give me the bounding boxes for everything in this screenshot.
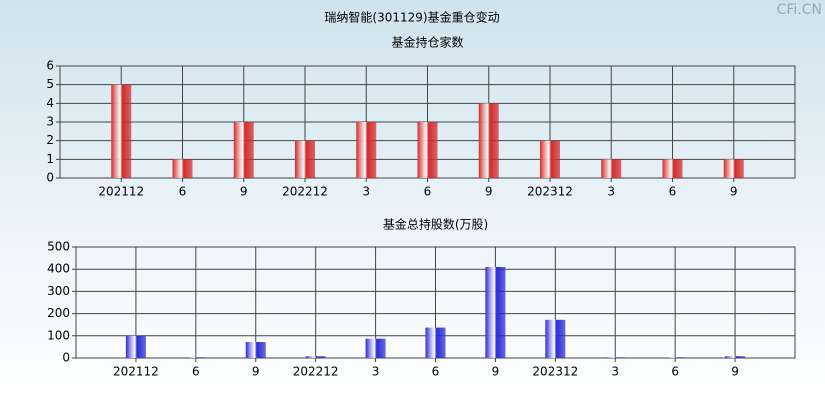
x-tick-label: 9	[492, 365, 500, 379]
x-tick-label: 202112	[98, 185, 144, 199]
bar	[233, 122, 254, 178]
bar	[111, 84, 132, 178]
x-tick-label: 9	[240, 185, 248, 199]
bar	[485, 266, 506, 358]
x-tick-label: 9	[730, 185, 738, 199]
x-tick-label: 3	[372, 365, 380, 379]
y-tick-label: 0	[62, 351, 70, 365]
x-tick-label: 6	[671, 365, 679, 379]
bar	[185, 357, 206, 358]
x-tick-label: 9	[485, 185, 493, 199]
bar	[245, 342, 266, 358]
x-tick-label: 9	[252, 365, 260, 379]
x-tick-label: 3	[611, 365, 619, 379]
bar	[356, 122, 377, 178]
x-tick-label: 9	[731, 365, 739, 379]
bar	[425, 327, 446, 358]
x-tick-label: 6	[669, 185, 677, 199]
bar	[417, 122, 438, 178]
x-tick-label: 3	[607, 185, 615, 199]
y-tick-label: 6	[46, 59, 54, 73]
y-tick-label: 3	[46, 115, 54, 129]
y-tick-label: 0	[46, 171, 54, 185]
x-tick-label: 6	[179, 185, 187, 199]
x-tick-label: 202312	[527, 185, 573, 199]
y-tick-label: 200	[47, 306, 70, 320]
chart-title: 基金持仓家数	[391, 35, 463, 50]
bar	[723, 159, 744, 178]
x-tick-label: 202212	[282, 185, 328, 199]
y-tick-label: 4	[46, 96, 54, 110]
watermark: CFi.CN	[777, 2, 822, 18]
bar	[305, 356, 326, 358]
bar	[172, 159, 193, 178]
y-tick-label: 2	[46, 133, 54, 147]
x-tick-label: 202312	[532, 365, 578, 379]
x-tick-label: 3	[362, 185, 370, 199]
y-tick-label: 400	[47, 262, 70, 276]
bar	[601, 159, 622, 178]
y-tick-label: 5	[46, 77, 54, 91]
bar	[662, 159, 683, 178]
bar	[545, 319, 566, 358]
bar	[725, 356, 746, 358]
x-tick-label: 202112	[113, 365, 159, 379]
bar	[365, 338, 386, 358]
bar	[540, 140, 560, 178]
bar	[295, 140, 315, 178]
bar	[665, 357, 686, 358]
y-tick-label: 500	[47, 240, 70, 254]
y-tick-label: 100	[47, 328, 70, 342]
x-tick-label: 6	[432, 365, 440, 379]
y-tick-label: 300	[47, 284, 70, 298]
x-tick-label: 6	[192, 365, 200, 379]
bar	[605, 357, 626, 358]
bar	[478, 103, 499, 178]
page-title: 瑞纳智能(301129)基金重仓变动	[324, 10, 499, 25]
x-tick-label: 202212	[293, 365, 339, 379]
chart-title: 基金总持股数(万股)	[383, 217, 488, 232]
y-tick-label: 1	[46, 152, 54, 166]
x-tick-label: 6	[424, 185, 432, 199]
bar	[125, 335, 146, 358]
